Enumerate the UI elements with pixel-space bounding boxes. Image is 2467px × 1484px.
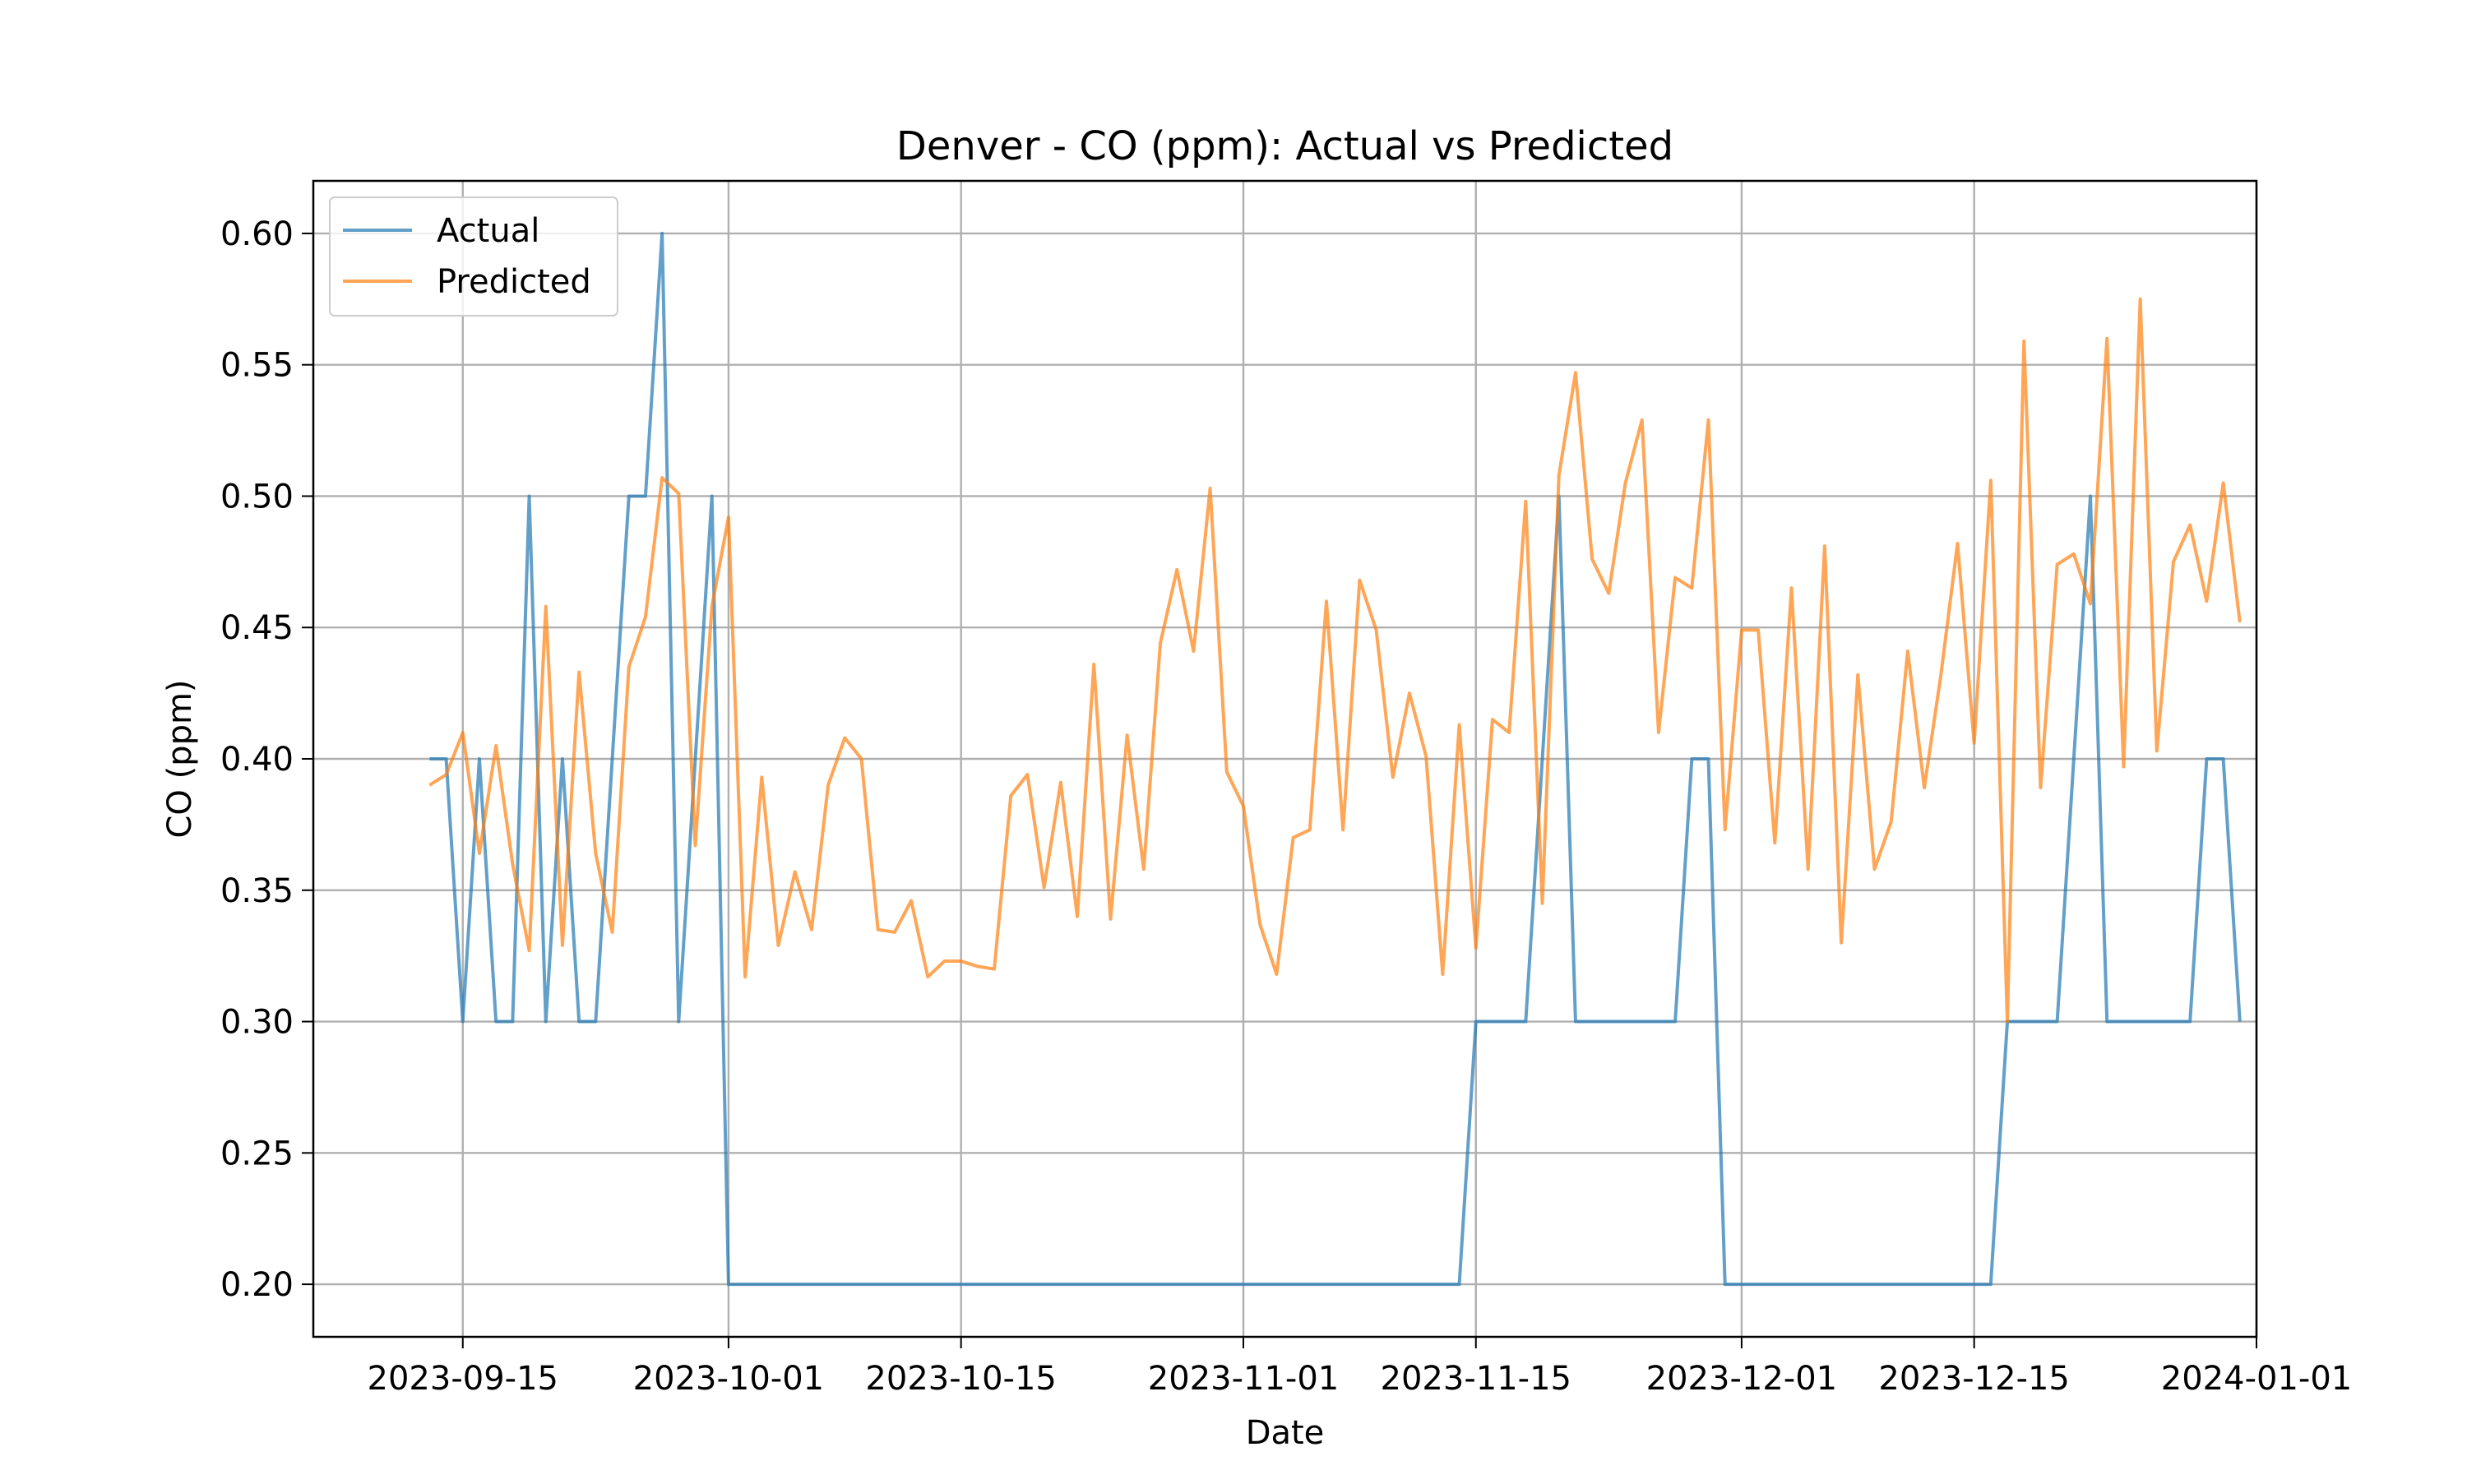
y-tick-label: 0.25 xyxy=(220,1135,294,1172)
x-tick-label: 2023-12-15 xyxy=(1878,1360,2069,1398)
y-tick-label: 0.45 xyxy=(220,609,294,647)
series-line-predicted xyxy=(428,297,2242,1024)
x-tick-label: 2023-10-15 xyxy=(865,1360,1056,1398)
x-tick-label: 2023-11-01 xyxy=(1148,1360,1339,1398)
x-tick-label: 2023-10-01 xyxy=(633,1360,824,1398)
y-axis-label: CO (ppm) xyxy=(161,679,199,838)
legend-box xyxy=(329,196,618,317)
y-tick-label: 0.20 xyxy=(220,1266,294,1304)
y-tick-label: 0.35 xyxy=(220,872,294,910)
x-tick-label: 2023-12-01 xyxy=(1646,1360,1837,1398)
y-tick-label: 0.40 xyxy=(220,741,294,779)
legend-label-actual: Actual xyxy=(437,212,539,250)
x-axis-label: Date xyxy=(1246,1414,1325,1452)
series-group xyxy=(428,231,2242,1287)
legend-label-predicted: Predicted xyxy=(437,263,591,301)
series-line-actual xyxy=(429,231,2242,1287)
y-tick-label: 0.60 xyxy=(220,215,294,253)
y-tick-label: 0.50 xyxy=(220,478,294,515)
y-tick-label: 0.55 xyxy=(220,347,294,385)
x-tick-label: 2023-11-15 xyxy=(1381,1360,1571,1398)
x-tick-label: 2023-09-15 xyxy=(368,1360,558,1398)
chart-title: Denver - CO (ppm): Actual vs Predicted xyxy=(896,123,1673,169)
y-tick-label: 0.30 xyxy=(220,1004,294,1042)
x-tick-label: 2024-01-01 xyxy=(2161,1360,2352,1398)
legend: Actual Predicted xyxy=(329,196,618,317)
axes: 2023-09-15 2023-10-01 2023-10-15 2023-11-01… xyxy=(220,215,2352,1398)
